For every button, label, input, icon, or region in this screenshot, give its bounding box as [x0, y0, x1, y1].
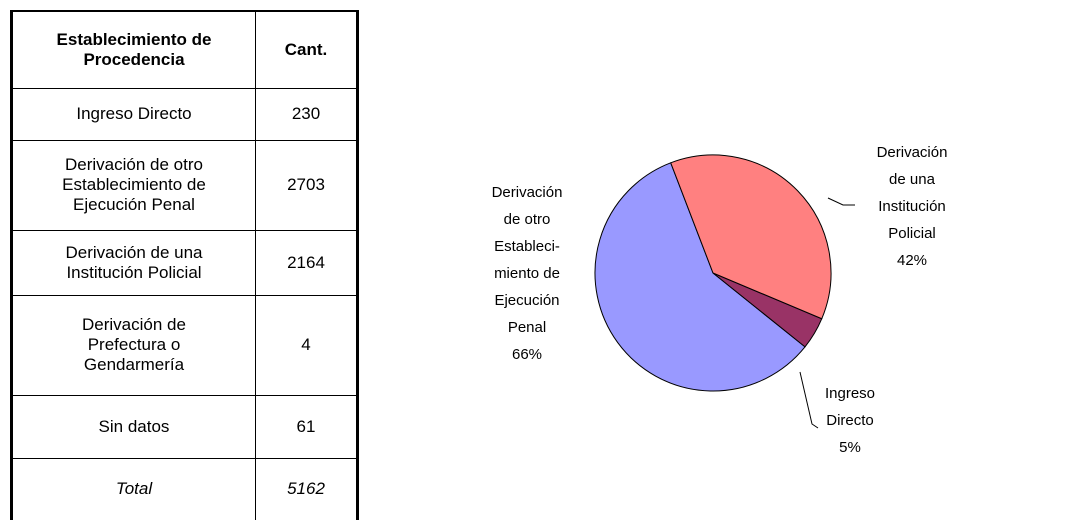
header-cell: Cant.	[255, 10, 359, 89]
cell: Total	[10, 457, 256, 520]
label-line: Derivación	[492, 184, 563, 201]
leader-line	[827, 197, 855, 206]
pie-slice	[670, 154, 832, 320]
label-line: Estableci-	[494, 238, 560, 255]
cell: Sin datos	[10, 394, 256, 459]
cell: 230	[255, 87, 359, 141]
label-line: Policial	[888, 225, 936, 242]
cell: Derivación de una Institución Policial	[10, 229, 256, 296]
label-line: Derivación	[877, 144, 948, 161]
value-label: 66%	[512, 346, 542, 363]
value-label: 42%	[897, 252, 927, 269]
row: Derivación de Prefectura o Gendarmería 4	[10, 294, 359, 396]
header-cell: Establecimiento de Procedencia	[10, 10, 256, 89]
data-table: Establecimiento de Procedencia Cant. Ing…	[10, 10, 359, 520]
label-line: Ejecución	[494, 292, 559, 309]
row: Ingreso Directo 230	[10, 87, 359, 141]
label-line: Ingreso	[825, 385, 875, 402]
row: Sin datos 61	[10, 394, 359, 459]
cell: Derivación de Prefectura o Gendarmería	[10, 294, 256, 396]
label-line: miento de	[494, 265, 560, 282]
label-line: Penal	[508, 319, 546, 336]
label-line: Institución	[878, 198, 946, 215]
row: Derivación de una Institución Policial 2…	[10, 229, 359, 296]
leader-line	[799, 371, 819, 429]
cell: Derivación de otro Establecimiento de Ej…	[10, 139, 256, 231]
slice-label: Derivación de una Institución Policial	[877, 144, 948, 242]
cell: 61	[255, 394, 359, 459]
label-line: de una	[889, 171, 936, 188]
label-line: Directo	[826, 412, 874, 429]
header-row: Establecimiento de Procedencia Cant.	[10, 10, 359, 89]
cell: 2703	[255, 139, 359, 231]
cell: Ingreso Directo	[10, 87, 256, 141]
row: Derivación de otro Establecimiento de Ej…	[10, 139, 359, 231]
value-label: 5%	[839, 439, 861, 456]
label-line: de otro	[504, 211, 551, 228]
pie-slice	[594, 162, 806, 392]
slice-label: Derivación de otro Estableci-miento de Ejec…	[492, 184, 563, 336]
cell: 5162	[255, 457, 359, 520]
slice-label: Ingreso Directo	[825, 385, 875, 429]
total-row: Total 5162	[10, 457, 359, 520]
